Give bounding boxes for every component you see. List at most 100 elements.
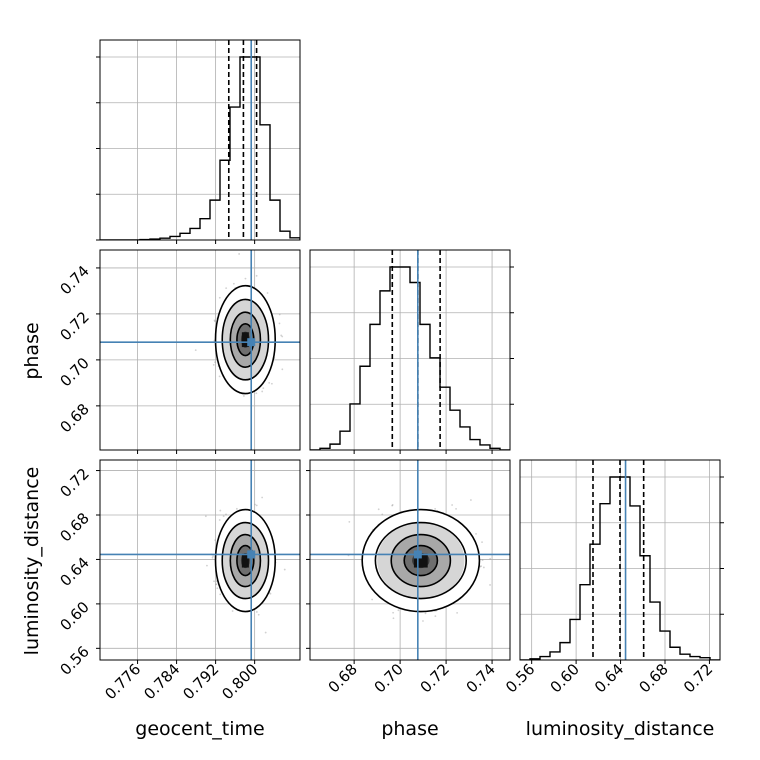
panel-2-1-sample-point (489, 584, 491, 586)
ytick-label-phase-3: 0.74 (56, 262, 92, 298)
panel-1-0-sample-point (225, 287, 228, 290)
panel-2-2-frame (519, 459, 721, 661)
panel-2-0-sample-point (222, 515, 225, 518)
panel-2-0-sample-point (219, 593, 222, 596)
panel-2-1-sample-point (397, 609, 400, 612)
histogram-phase (310, 266, 510, 450)
panel-1-1-frame (309, 249, 511, 451)
panel-2-1-contour-3 (403, 544, 439, 577)
y-axis-label-phase: phase (21, 322, 43, 379)
panel-2-1-sample-point (455, 507, 457, 510)
panel-2-1-sample-point (434, 615, 437, 618)
panel-2-1-sample-point (489, 557, 492, 560)
panel-2-0-contour-1 (221, 521, 270, 600)
panel-1-0-sample-point (280, 334, 283, 337)
panel-2-1-sample-point (422, 620, 424, 622)
ytick-label-luminosity_distance-4: 0.72 (56, 465, 92, 501)
panel-2-1-sample-point (481, 541, 483, 544)
panel-1-0-sample-point (268, 381, 271, 384)
panel-1-0-frame (99, 249, 301, 451)
panel-0-0-frame (99, 39, 301, 241)
panel-2-0-sample-point (261, 496, 264, 499)
panel-2-0-sample-point (218, 519, 221, 521)
panel-2-1-sample-point (482, 566, 485, 569)
panel-2-0-sample-point (219, 509, 222, 512)
panel-2-1-sample-point (381, 513, 384, 516)
panel-1-0-sample-point (261, 390, 264, 393)
xtick-label-luminosity_distance-1: 0.60 (547, 660, 583, 696)
panel-1-0-sample-point (232, 282, 235, 285)
panel-0-0-layer (100, 40, 300, 240)
x-axis-label-geocent_time: geocent_time (135, 718, 264, 740)
panel-1-0-sample-point (278, 322, 281, 325)
panel-1-0-sample-point (255, 274, 258, 277)
xtick-label-geocent_time-0: 0.776 (101, 660, 144, 703)
panel-2-0-sample-point (214, 539, 217, 542)
panel-2-1-contour-2 (390, 533, 452, 588)
panel-1-0-sample-point (281, 335, 284, 338)
panel-1-0-sample-point (255, 392, 258, 395)
panel-2-1-sample-point (377, 508, 380, 511)
panel-1-0-sample-point (266, 292, 269, 294)
panel-2-1-layer (310, 460, 510, 660)
panel-2-0-sample-point (269, 592, 272, 595)
panel-2-0-contour-3 (236, 544, 255, 577)
xtick-label-geocent_time-3: 0.800 (218, 660, 261, 703)
panel-2-0-layer (100, 460, 300, 660)
panel-2-1-sample-point (481, 559, 484, 562)
panel-2-1-sample-point (391, 504, 394, 507)
panel-2-1-sample-point (456, 611, 459, 614)
panel-2-1-sample-point (470, 499, 472, 501)
panel-1-0-sample-point (278, 313, 281, 316)
panel-1-0-sample-point (213, 319, 216, 322)
panel-1-0-sample-point (244, 277, 247, 280)
x-axis-label-phase: phase (381, 718, 438, 740)
panel-2-0-sample-point (211, 556, 214, 559)
panel-2-2-layer (520, 460, 720, 660)
panel-2-1-sample-point (392, 611, 395, 614)
panel-2-0-sample-point (283, 568, 286, 571)
ytick-label-luminosity_distance-0: 0.56 (56, 642, 92, 678)
xtick-label-luminosity_distance-2: 0.64 (591, 660, 627, 696)
panel-1-0-contour-2 (229, 311, 262, 368)
xtick-label-luminosity_distance-3: 0.68 (635, 660, 671, 696)
panel-2-0-sample-point (255, 611, 258, 613)
panel-2-0-sample-point (216, 587, 219, 590)
xtick-label-geocent_time-1: 0.784 (140, 660, 183, 703)
panel-2-0-sample-point (213, 580, 215, 583)
xtick-label-phase-0: 0.68 (325, 660, 361, 696)
xtick-label-phase-1: 0.70 (371, 660, 407, 696)
ytick-label-phase-0: 0.68 (56, 400, 92, 436)
panel-2-1-truth-marker (413, 550, 422, 559)
panel-2-1-sample-point (392, 617, 395, 620)
panel-2-1-frame (309, 459, 511, 661)
ytick-label-luminosity_distance-1: 0.60 (56, 598, 92, 634)
panel-1-0-sample-point (281, 368, 284, 371)
panel-2-0-sample-point (206, 564, 208, 567)
xtick-label-geocent_time-2: 0.792 (179, 660, 222, 703)
ytick-label-phase-1: 0.70 (56, 354, 92, 390)
panel-2-0-contour-2 (229, 533, 262, 588)
panel-2-0-truth-marker (247, 550, 256, 559)
panel-1-0-layer (100, 250, 300, 450)
panel-2-1-sample-point (475, 532, 477, 535)
panel-2-0-sample-point (264, 631, 267, 634)
panel-1-1-layer (310, 250, 510, 450)
panel-2-1-contour-0 (361, 508, 481, 613)
panel-2-1-sample-point (424, 612, 427, 615)
panel-2-1-sample-point (391, 504, 394, 506)
y-axis-label-luminosity_distance: luminosity_distance (21, 467, 43, 656)
ytick-label-luminosity_distance-2: 0.64 (56, 554, 92, 590)
panel-1-0-truth-marker (247, 338, 256, 347)
panel-2-0-sample-point (212, 555, 214, 557)
panel-1-0-sample-point (270, 382, 273, 385)
panel-2-0-sample-point (254, 503, 256, 506)
panel-1-0-contour-1 (221, 298, 270, 381)
panel-1-0-sample-point (218, 375, 221, 378)
panel-2-0-sample-point (225, 513, 227, 516)
ytick-label-luminosity_distance-3: 0.68 (56, 509, 92, 545)
panel-2-0-frame (99, 459, 301, 661)
panel-2-0-sample-point (214, 583, 217, 586)
panel-2-0-density-peak (241, 553, 249, 568)
